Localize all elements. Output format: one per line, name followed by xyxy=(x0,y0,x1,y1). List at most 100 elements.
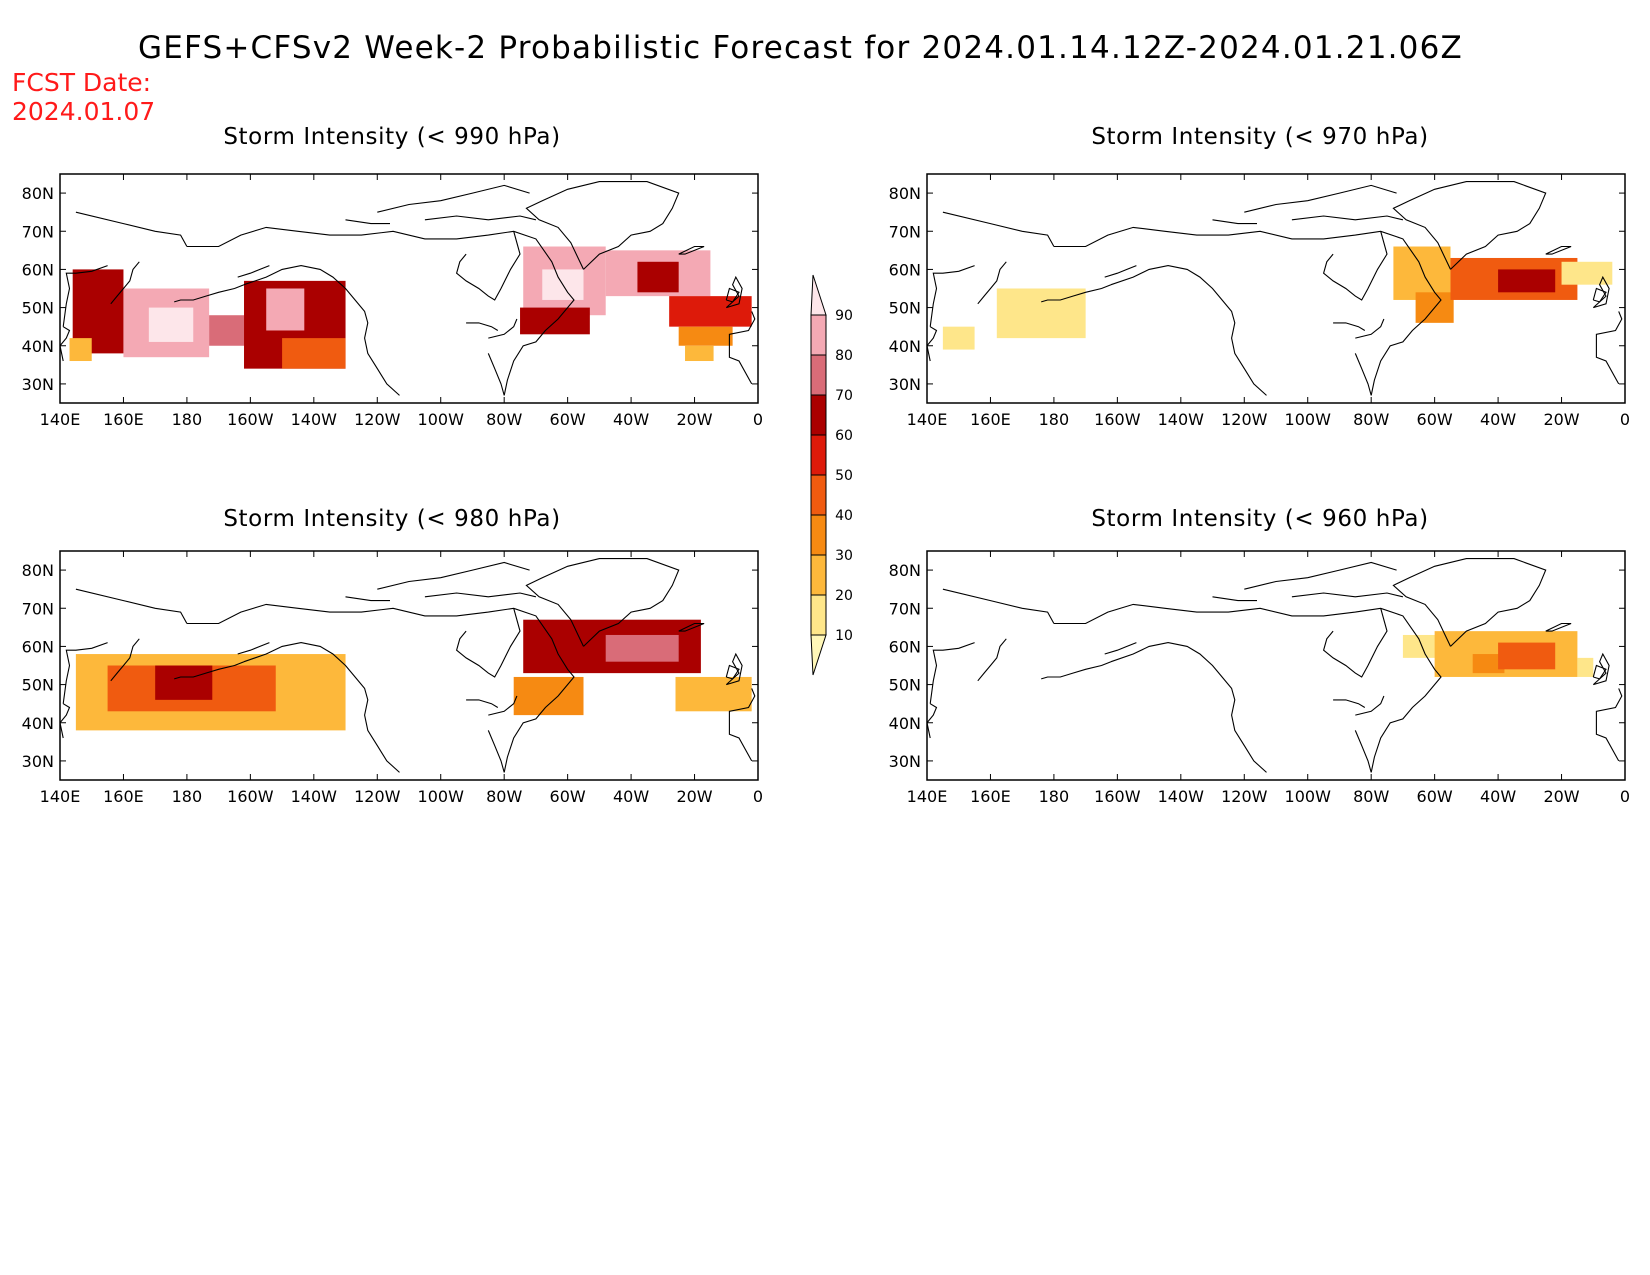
coastline-990-1 xyxy=(487,353,505,396)
probability-region-990-5 xyxy=(266,288,305,331)
coastline-980-11 xyxy=(62,642,108,704)
x-tick-label: 160E xyxy=(970,410,1011,429)
probability-region-980-6 xyxy=(675,676,752,712)
probability-region-970-6 xyxy=(1561,261,1613,285)
coastline-960-18 xyxy=(1355,695,1385,716)
x-tick-label: 60W xyxy=(550,787,586,806)
x-tick-label: 80W xyxy=(1353,410,1389,429)
map-frame-990 xyxy=(59,173,759,404)
probability-region-970-2 xyxy=(1393,246,1451,300)
coastline-990-7 xyxy=(678,245,705,255)
colorbar-label: 70 xyxy=(835,388,853,404)
coastline-970-3 xyxy=(1041,284,1112,303)
map-panel-990: 140E 160E 180 160W 140W 120W 100W 80W 60W 40W 20W 0… xyxy=(22,173,763,429)
coastline-960-13 xyxy=(927,703,938,739)
x-tick-label: 140E xyxy=(40,410,81,429)
y-tick-label: 30N xyxy=(889,752,921,771)
y-tick-label: 30N xyxy=(889,375,921,394)
colorbar-segment xyxy=(810,474,827,516)
coastline-960-11 xyxy=(929,642,975,704)
x-tick-label: 20W xyxy=(676,410,712,429)
panel-title-960: Storm Intensity (< 960 hPa) xyxy=(1091,506,1429,532)
map-frame-970 xyxy=(926,173,1626,404)
coastline-970-12 xyxy=(977,261,1007,305)
coastline-980-7 xyxy=(678,622,705,632)
coastline-970-0 xyxy=(1053,226,1442,396)
x-tick-label: 180 xyxy=(1039,410,1070,429)
y-tick-label: 40N xyxy=(22,714,54,733)
x-tick-label: 140W xyxy=(291,787,338,806)
y-tick-label: 80N xyxy=(22,561,54,580)
x-tick-label: 140W xyxy=(1158,410,1205,429)
colorbar-segment xyxy=(810,434,827,476)
x-tick-label: 80W xyxy=(486,410,522,429)
coastline-990-9 xyxy=(725,287,740,303)
x-tick-label: 0 xyxy=(1620,787,1630,806)
x-tick-label: 140E xyxy=(40,787,81,806)
x-tick-label: 80W xyxy=(486,787,522,806)
x-tick-label: 100W xyxy=(1285,787,1332,806)
probability-region-990-6 xyxy=(282,338,346,369)
probability-region-990-14 xyxy=(678,326,733,346)
coastline-960-8 xyxy=(1592,652,1610,686)
colorbar: 10 20 30 40 50 60 70 80 90 xyxy=(810,274,853,676)
x-tick-label: 180 xyxy=(172,787,203,806)
coastline-980-9 xyxy=(725,664,740,680)
coastline-990-3 xyxy=(174,284,245,303)
map-frame-980 xyxy=(59,550,759,781)
colorbar-segment xyxy=(810,314,827,356)
coastline-990-11 xyxy=(62,265,108,327)
coastline-980-0 xyxy=(186,603,575,773)
coastline-960-12 xyxy=(977,638,1007,682)
coastline-980-6 xyxy=(525,558,680,647)
colorbar-segment xyxy=(810,394,827,436)
x-tick-label: 80W xyxy=(1353,787,1389,806)
map-panel-960: 140E 160E 180 160W 140W 120W 100W 80W 60W 40W 20W 0… xyxy=(889,550,1630,806)
x-tick-label: 160W xyxy=(1094,410,1141,429)
x-tick-label: 100W xyxy=(418,787,465,806)
y-tick-label: 50N xyxy=(22,676,54,695)
colorbar-segment xyxy=(810,634,827,676)
x-tick-label: 0 xyxy=(1620,410,1630,429)
colorbar-segment xyxy=(810,354,827,396)
coastline-990-17 xyxy=(345,219,390,225)
coastline-960-3 xyxy=(1041,661,1112,680)
coastline-990-5 xyxy=(455,231,521,301)
colorbar-segment xyxy=(810,514,827,556)
coastline-970-19 xyxy=(1333,322,1366,331)
coastline-980-14 xyxy=(75,588,188,624)
x-tick-label: 140W xyxy=(1158,787,1205,806)
coastline-990-0 xyxy=(186,226,575,396)
coastline-960-15 xyxy=(1244,561,1397,590)
coastline-970-7 xyxy=(1545,245,1572,255)
coastline-990-19 xyxy=(466,322,499,331)
y-tick-label: 70N xyxy=(22,599,54,618)
coastline-980-18 xyxy=(488,695,518,716)
coastline-980-4 xyxy=(237,642,270,655)
x-tick-label: 100W xyxy=(1285,410,1332,429)
coastline-990-15 xyxy=(377,184,530,213)
x-tick-label: 20W xyxy=(1543,787,1579,806)
coastline-990-2 xyxy=(243,265,400,396)
coastline-960-6 xyxy=(1392,558,1547,647)
x-tick-label: 20W xyxy=(676,787,712,806)
coastline-980-8 xyxy=(725,652,743,686)
x-tick-label: 120W xyxy=(354,787,401,806)
forecast-date-label: FCST Date: xyxy=(12,68,152,97)
x-tick-label: 0 xyxy=(753,787,763,806)
colorbar-segment xyxy=(810,594,827,636)
y-tick-label: 80N xyxy=(889,561,921,580)
probability-region-990-12 xyxy=(637,261,679,293)
y-tick-label: 30N xyxy=(22,752,54,771)
map-panel-970: 140E 160E 180 160W 140W 120W 100W 80W 60W 40W 20W 0… xyxy=(889,173,1630,429)
y-tick-label: 70N xyxy=(22,222,54,241)
y-tick-label: 60N xyxy=(889,260,921,279)
coastline-960-19 xyxy=(1333,699,1366,708)
x-tick-label: 180 xyxy=(172,410,203,429)
coastline-960-0 xyxy=(1053,603,1442,773)
y-tick-label: 40N xyxy=(889,714,921,733)
colorbar-label: 20 xyxy=(835,588,853,604)
x-tick-label: 160E xyxy=(103,410,144,429)
coastline-960-16 xyxy=(1291,592,1404,598)
